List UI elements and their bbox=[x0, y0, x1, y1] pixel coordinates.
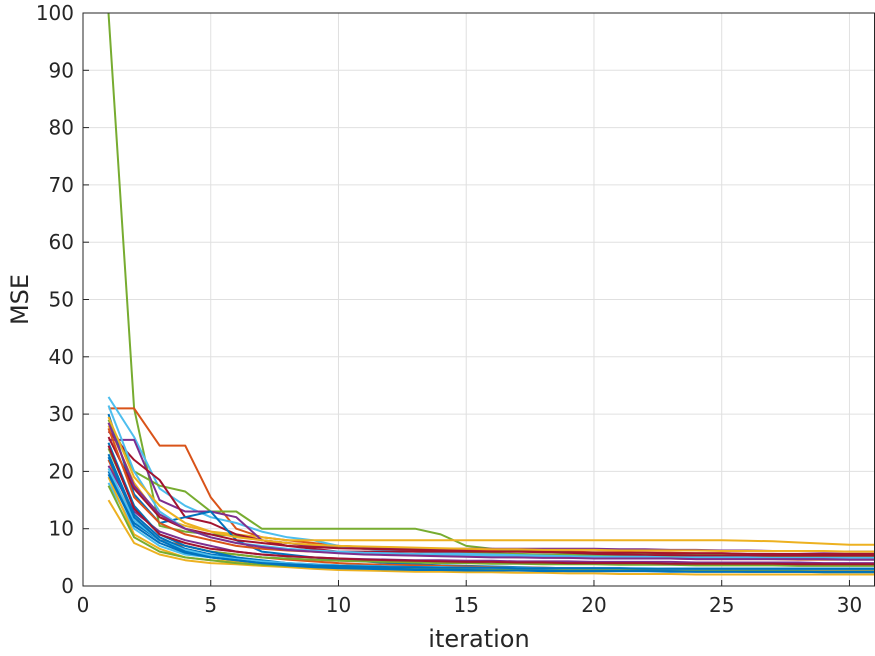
series-line-1 bbox=[107, 12, 875, 559]
x-tick-label: 20 bbox=[581, 593, 606, 617]
series-line-22 bbox=[107, 416, 875, 553]
x-tick-label: 30 bbox=[837, 593, 862, 617]
x-tick-label: 15 bbox=[453, 593, 478, 617]
x-tick-label: 0 bbox=[77, 593, 90, 617]
series-line-8 bbox=[107, 413, 875, 570]
y-tick-label: 60 bbox=[49, 230, 74, 254]
y-tick-label: 80 bbox=[49, 116, 74, 140]
series-lines bbox=[107, 12, 875, 576]
y-tick-label: 40 bbox=[49, 345, 74, 369]
series-line-27 bbox=[107, 473, 875, 573]
x-tick-label: 10 bbox=[326, 593, 351, 617]
x-tick-label: 25 bbox=[709, 593, 734, 617]
y-tick-label: 20 bbox=[49, 459, 74, 483]
series-line-13 bbox=[107, 448, 875, 567]
x-axis-label: iteration bbox=[428, 625, 529, 653]
y-tick-label: 90 bbox=[49, 58, 74, 82]
y-axis-label: MSE bbox=[6, 274, 34, 325]
grid bbox=[82, 12, 875, 587]
series-line-23 bbox=[107, 445, 875, 566]
series-line-14 bbox=[107, 436, 875, 555]
y-tick-label: 100 bbox=[36, 1, 74, 25]
y-tick-label: 70 bbox=[49, 173, 74, 197]
y-tick-label: 50 bbox=[49, 288, 74, 312]
series-line-9 bbox=[107, 499, 875, 576]
axis-ticks: 0 5 10 15 20 25 30 0 10 20 30 40 50 60 70 80 90 100 bbox=[36, 1, 862, 617]
y-tick-label: 10 bbox=[49, 517, 74, 541]
y-tick-label: 0 bbox=[61, 574, 74, 598]
y-tick-label: 30 bbox=[49, 402, 74, 426]
x-tick-label: 5 bbox=[204, 593, 217, 617]
series-line-24 bbox=[107, 422, 875, 561]
